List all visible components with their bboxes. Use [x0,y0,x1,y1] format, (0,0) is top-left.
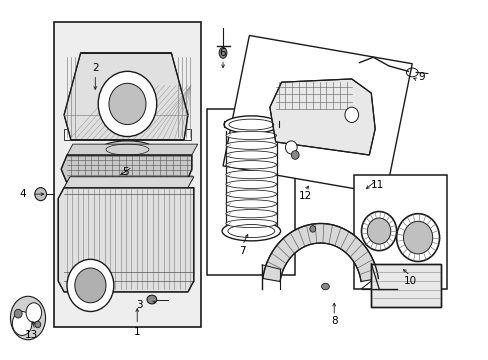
Ellipse shape [100,141,155,158]
Ellipse shape [12,311,32,336]
Ellipse shape [403,221,432,254]
Ellipse shape [109,83,146,125]
Bar [353,175,447,289]
Text: 6: 6 [219,48,226,58]
Ellipse shape [225,151,276,159]
Ellipse shape [225,200,276,208]
Text: 10: 10 [403,276,416,286]
Ellipse shape [366,218,390,244]
Ellipse shape [225,219,276,228]
Polygon shape [61,155,191,183]
Ellipse shape [219,48,226,58]
Ellipse shape [225,180,276,189]
Text: 3: 3 [136,300,142,310]
Ellipse shape [361,212,396,251]
Ellipse shape [147,295,157,304]
Text: 2: 2 [92,63,99,73]
Ellipse shape [222,221,280,241]
Polygon shape [262,224,378,282]
Polygon shape [67,144,197,155]
Ellipse shape [10,296,45,340]
Text: 7: 7 [239,246,245,256]
Polygon shape [64,129,190,140]
Polygon shape [64,177,193,188]
Ellipse shape [309,226,315,232]
Ellipse shape [26,303,41,322]
Text: 12: 12 [298,191,311,201]
Ellipse shape [225,190,276,198]
Text: 13: 13 [25,330,39,341]
Ellipse shape [75,268,106,303]
Text: 5: 5 [122,167,128,177]
Ellipse shape [225,161,276,169]
Bar [370,264,441,307]
Ellipse shape [224,116,278,133]
Ellipse shape [225,141,276,149]
Polygon shape [223,36,411,194]
Polygon shape [269,79,374,155]
Ellipse shape [225,131,276,140]
Ellipse shape [225,170,276,179]
Text: 1: 1 [134,327,140,337]
Text: 8: 8 [330,316,337,326]
Ellipse shape [285,141,297,154]
Ellipse shape [35,188,46,201]
Polygon shape [58,188,193,292]
Text: 4: 4 [20,189,26,199]
Ellipse shape [98,71,157,136]
Bar [207,109,295,275]
Ellipse shape [67,259,114,311]
Ellipse shape [291,150,299,159]
Ellipse shape [344,107,358,122]
Text: 9: 9 [418,72,425,82]
Bar [370,264,441,307]
Ellipse shape [321,283,329,290]
Ellipse shape [14,309,22,318]
Ellipse shape [35,321,41,328]
Ellipse shape [396,214,439,261]
Bar [54,22,200,327]
Text: 11: 11 [370,180,383,190]
Ellipse shape [225,210,276,218]
Polygon shape [64,53,187,140]
